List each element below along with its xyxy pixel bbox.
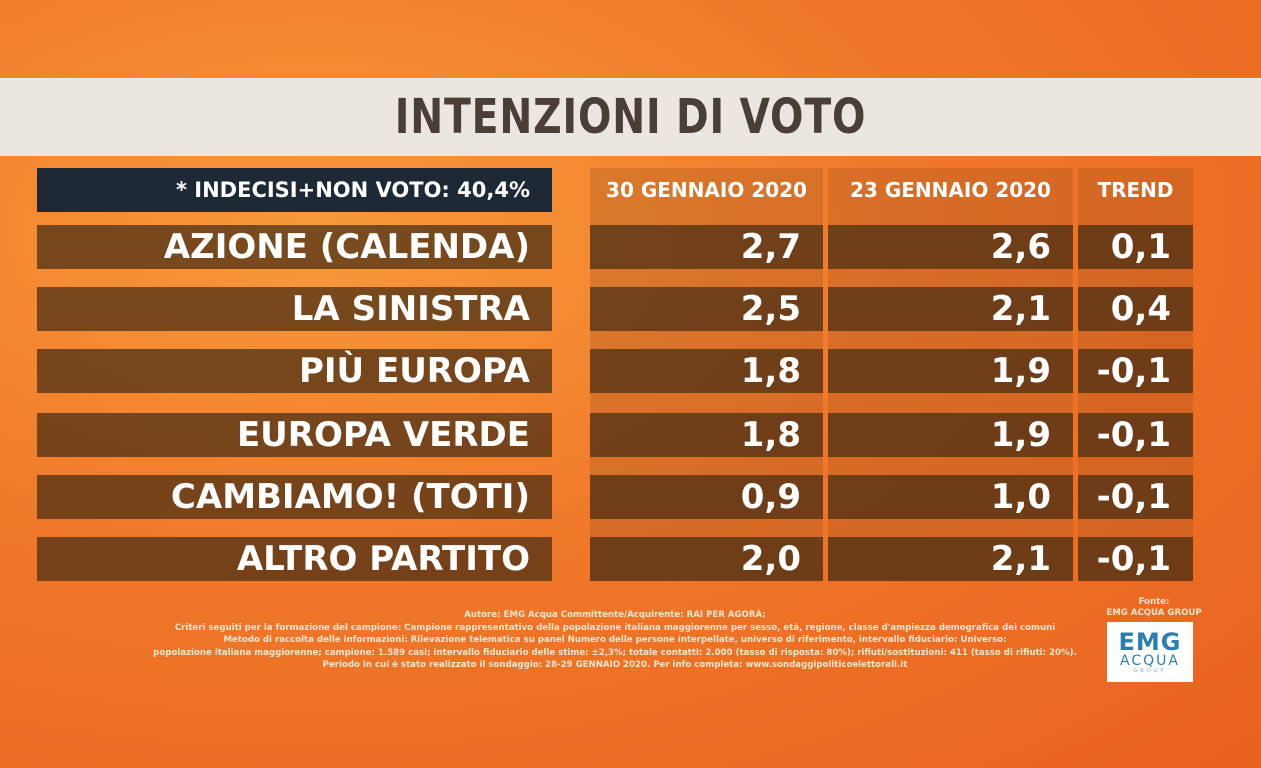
column-header-jan23: 23 GENNAIO 2020 — [850, 178, 1051, 202]
value-jan23: 2,1 — [828, 537, 1073, 581]
party-label: PIÙ EUROPA — [37, 349, 552, 393]
value-jan30: 2,7 — [590, 225, 823, 269]
column-header-trend: TREND — [1097, 178, 1174, 202]
value-trend: 0,4 — [1078, 287, 1193, 331]
logo-line-group: GROUP — [1133, 668, 1167, 674]
footer-line: Criteri seguiti per la formazione del ca… — [174, 622, 1056, 633]
emg-acqua-logo: EMG ACQUA GROUP — [1107, 622, 1193, 682]
logo-line-emg: EMG — [1118, 628, 1182, 656]
value-jan23: 1,9 — [828, 413, 1073, 457]
party-label: EUROPA VERDE — [37, 413, 552, 457]
methodology-footer: Autore: EMG Acqua Committente/Acquirente… — [150, 609, 1080, 672]
source-label: Fonte: — [1138, 597, 1170, 607]
value-jan30: 0,9 — [590, 475, 823, 519]
value-jan30: 1,8 — [590, 413, 823, 457]
value-jan30: 2,0 — [590, 537, 823, 581]
value-jan30: 1,8 — [590, 349, 823, 393]
party-label: CAMBIAMO! (TOTI) — [37, 475, 552, 519]
value-jan23: 2,6 — [828, 225, 1073, 269]
footer-line: Periodo in cui è stato realizzato il son… — [322, 660, 908, 670]
value-trend: -0,1 — [1078, 475, 1193, 519]
page-title: INTENZIONI DI VOTO — [394, 89, 867, 145]
footer-line: popolazione italiana maggiorenne; campio… — [153, 647, 1077, 658]
source-name: EMG ACQUA GROUP — [1106, 608, 1202, 618]
party-label: LA SINISTRA — [37, 287, 552, 331]
value-trend: 0,1 — [1078, 225, 1193, 269]
source-credit: Fonte: EMG ACQUA GROUP — [1100, 597, 1208, 619]
party-label: AZIONE (CALENDA) — [37, 225, 552, 269]
title-band: INTENZIONI DI VOTO — [0, 78, 1261, 156]
footer-line: Metodo di raccolta delle informazioni: R… — [223, 635, 1007, 645]
undecided-note: * INDECISI+NON VOTO: 40,4% — [37, 168, 552, 212]
value-jan23: 1,0 — [828, 475, 1073, 519]
value-jan30: 2,5 — [590, 287, 823, 331]
value-trend: -0,1 — [1078, 537, 1193, 581]
value-jan23: 1,9 — [828, 349, 1073, 393]
column-header-jan30: 30 GENNAIO 2020 — [606, 178, 807, 202]
party-label: ALTRO PARTITO — [37, 537, 552, 581]
value-trend: -0,1 — [1078, 349, 1193, 393]
logo-line-acqua: ACQUA — [1120, 653, 1180, 669]
footer-line: Autore: EMG Acqua Committente/Acquirente… — [464, 610, 766, 620]
value-jan23: 2,1 — [828, 287, 1073, 331]
value-trend: -0,1 — [1078, 413, 1193, 457]
